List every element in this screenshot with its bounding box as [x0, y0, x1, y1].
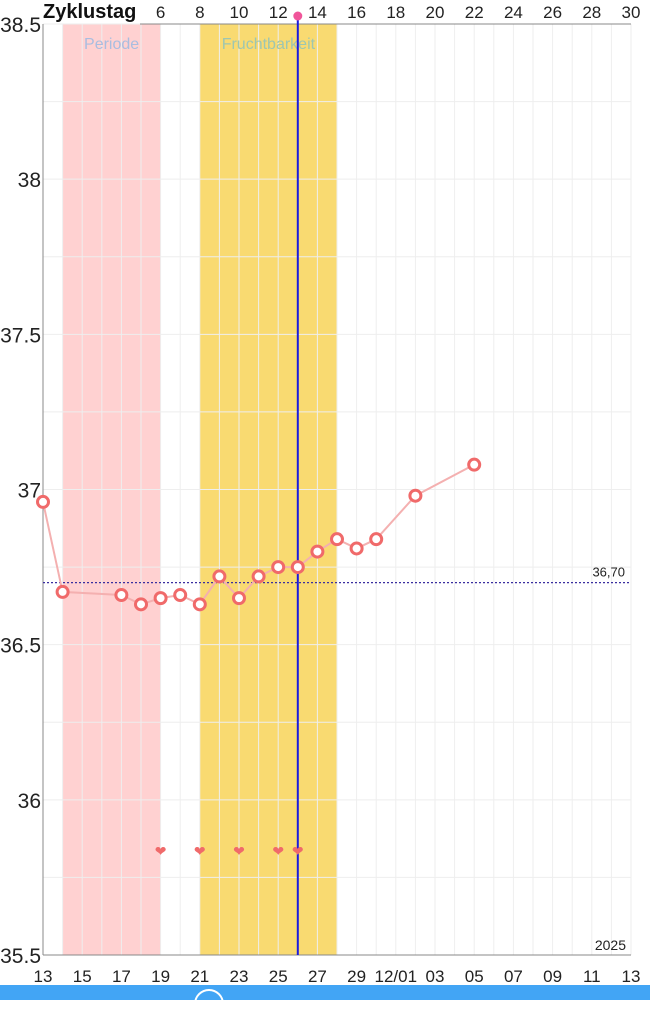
data-point	[36, 494, 50, 509]
data-point	[330, 532, 344, 547]
top-tick-label: 16	[347, 3, 366, 22]
y-tick-label: 37	[18, 480, 41, 503]
top-axis-title: Zyklustag	[43, 1, 136, 23]
heart-icon: ❤	[155, 844, 167, 860]
heart-icon: ❤	[292, 844, 304, 860]
y-tick-label: 35.5	[0, 945, 41, 968]
data-point	[192, 597, 207, 612]
x-tick-label: 27	[308, 967, 327, 985]
heart-icon: ❤	[194, 844, 206, 860]
heart-icon: ❤	[233, 844, 245, 860]
top-tick-label: 12	[269, 3, 288, 22]
data-point	[408, 488, 423, 503]
data-point	[134, 597, 148, 612]
x-tick-label: 03	[426, 967, 445, 985]
y-tick-label: 37.5	[0, 324, 41, 347]
data-point	[271, 560, 286, 575]
temperature-chart: Periode Fruchtbarkeit 38.5 38 37.5 37 36.5 36 35…	[0, 1, 641, 985]
x-tick-label: 05	[465, 967, 484, 985]
x-tick-label: 21	[190, 967, 209, 985]
x-tick-label: 29	[347, 967, 366, 985]
top-tick-label: 6	[156, 3, 165, 22]
x-tick-label: 13	[622, 967, 641, 985]
data-point	[114, 588, 129, 603]
data-point	[349, 541, 364, 556]
data-point	[467, 457, 482, 472]
top-tick-label: 20	[426, 3, 445, 22]
top-tick-label: 14	[308, 3, 327, 22]
year-label: 2025	[595, 937, 626, 953]
x-tick-label: 15	[73, 967, 92, 985]
heart-icon: ❤	[272, 844, 284, 860]
bottom-toolbar	[0, 985, 650, 1019]
y-tick-label: 38	[18, 169, 41, 192]
x-tick-label: 23	[230, 967, 249, 985]
circle-icon[interactable]	[194, 989, 224, 1019]
top-tick-label: 30	[622, 3, 641, 22]
x-tick-label: 09	[543, 967, 562, 985]
x-tick-label: 13	[34, 967, 53, 985]
x-tick-label: 25	[269, 967, 288, 985]
top-tick-label: 10	[230, 3, 249, 22]
data-point	[55, 584, 70, 599]
x-tick-label: 12/01	[375, 967, 418, 985]
y-tick-label: 36	[18, 790, 41, 813]
band-label: Periode	[84, 36, 139, 53]
data-point	[369, 532, 384, 547]
data-point	[173, 588, 188, 603]
top-tick-label: 24	[504, 3, 523, 22]
x-tick-label: 19	[151, 967, 170, 985]
top-tick-label: 8	[195, 3, 204, 22]
data-point	[310, 544, 325, 559]
top-tick-label: 28	[582, 3, 601, 22]
coverline-label: 36,70	[592, 565, 625, 580]
top-tick-label: 18	[386, 3, 405, 22]
x-tick-label: 11	[583, 967, 601, 985]
y-tick-label: 38.5	[0, 14, 41, 37]
data-point	[290, 560, 305, 575]
ovulation-dot	[293, 11, 303, 21]
x-tick-label: 17	[112, 967, 131, 985]
top-tick-label: 26	[543, 3, 562, 22]
data-point	[232, 591, 246, 606]
y-tick-label: 36.5	[0, 635, 41, 658]
data-point	[251, 569, 266, 584]
top-tick-label: 22	[465, 3, 484, 22]
x-tick-label: 07	[504, 967, 523, 985]
data-point	[153, 591, 168, 606]
band-label: Fruchtbarkeit	[222, 36, 316, 53]
data-point	[212, 569, 227, 584]
